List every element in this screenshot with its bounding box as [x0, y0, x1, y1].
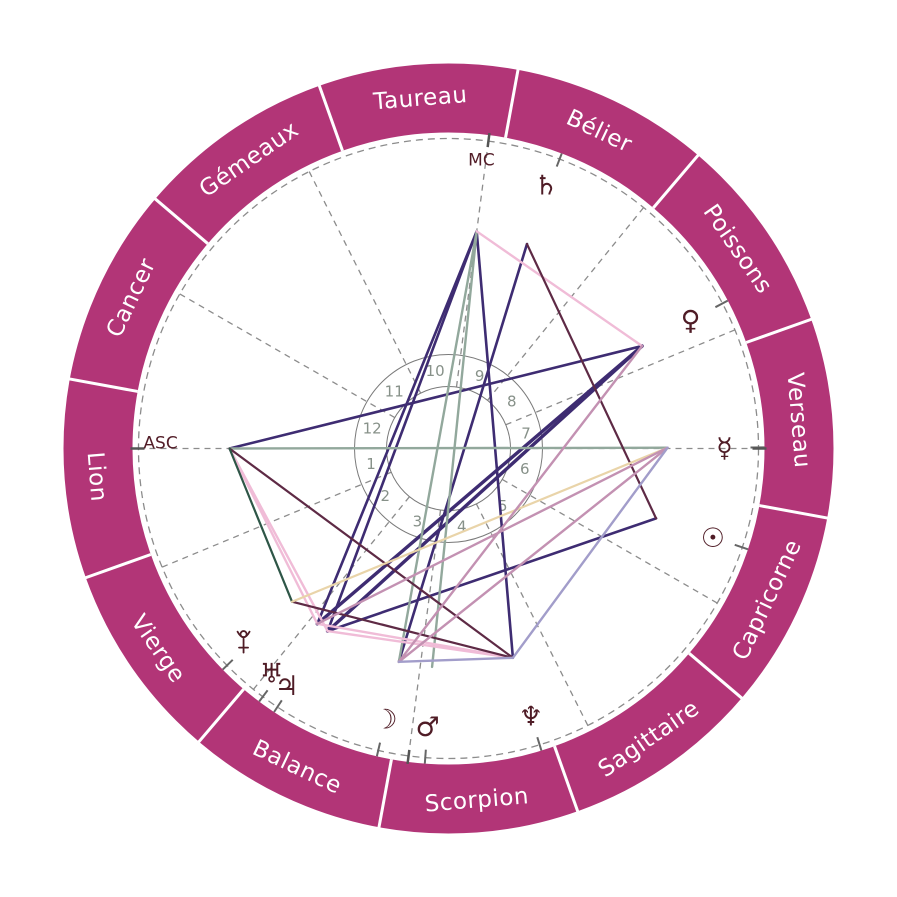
- aspect-venus-uranus: [315, 344, 644, 626]
- aspect-MC-jupiter: [326, 230, 479, 633]
- sign-separator: [504, 68, 520, 138]
- tick-moon: [375, 742, 382, 757]
- planet-sun-icon: ☉: [701, 523, 725, 554]
- planet-venus-icon: ♀: [681, 306, 701, 337]
- sign-separator: [68, 377, 138, 393]
- aspect-mercury-neptune: [511, 446, 669, 660]
- house-number-5: 5: [498, 497, 508, 515]
- aspect-moon-neptune: [397, 656, 515, 664]
- pluto-crescent: [236, 630, 251, 639]
- tick-neptune: [536, 736, 543, 751]
- house-cusp-5: [475, 503, 589, 726]
- tick-sun: [734, 543, 749, 551]
- tick-pluto: [222, 659, 234, 671]
- house-number-6: 6: [520, 460, 530, 478]
- axis-tick-MC: [486, 132, 491, 148]
- aspect-MC-venus: [475, 230, 644, 348]
- sign-separator: [652, 153, 700, 209]
- tick-venus: [714, 299, 729, 309]
- axis-label-ASC: ASC: [143, 433, 177, 453]
- aspect-ASC-neptune: [228, 447, 514, 659]
- house-cusp-8: [505, 329, 736, 426]
- house-cusp-9: [487, 207, 645, 401]
- house-cusp-4: [407, 509, 442, 757]
- house-number-12: 12: [363, 419, 382, 437]
- aspect-MC-moon: [397, 230, 478, 664]
- aspect-ASC-pluto: [228, 447, 294, 603]
- aspect-ASC-uranus: [228, 447, 319, 626]
- house-number-10: 10: [426, 362, 445, 380]
- house-cusp-3: [252, 496, 410, 690]
- tick-jupiter: [273, 699, 283, 713]
- axis-label-MC: MC: [468, 150, 495, 170]
- aspect-venus-jupiter: [325, 344, 644, 633]
- house-cusp-2: [161, 471, 392, 568]
- planet-uranus-icon: ♅: [260, 659, 284, 690]
- house-number-8: 8: [507, 392, 517, 410]
- tick-uranus: [258, 689, 269, 703]
- aspect-ASC-mercury: [228, 446, 669, 450]
- sign-separator: [688, 652, 744, 700]
- house-number-11: 11: [385, 382, 404, 400]
- sign-separator: [317, 84, 344, 152]
- aspect-saturn-moon: [397, 242, 529, 664]
- axis-tick-MC-opposite: [406, 749, 411, 765]
- tick-saturn: [555, 153, 563, 167]
- sign-separator: [759, 504, 829, 520]
- house-number-3: 3: [413, 512, 423, 530]
- tick-mars: [423, 749, 427, 764]
- sign-separator: [553, 745, 580, 813]
- aspect-ASC-venus: [228, 344, 644, 450]
- aspect-MC-uranus: [316, 230, 479, 626]
- aspect-mercury-uranus: [316, 446, 669, 626]
- sign-separator: [377, 759, 393, 829]
- planet-jupiter-icon: ♃: [275, 671, 299, 702]
- aspect-mercury-moon: [397, 446, 669, 664]
- sign-separator: [745, 317, 813, 344]
- planet-mars-icon: ♂: [415, 712, 439, 743]
- planet-mercury-icon: ☿: [716, 433, 733, 464]
- planet-pluto-icon: [236, 630, 251, 654]
- planet-neptune-icon: ♆: [519, 702, 543, 733]
- planet-moon-icon: ☽: [373, 705, 397, 736]
- aspect-MC-neptune: [475, 230, 515, 660]
- aspect-mercury-pluto: [290, 446, 669, 603]
- aspect-saturn-sun: [525, 242, 658, 520]
- zodiac-ring: [63, 63, 834, 834]
- house-cusp-12: [179, 293, 396, 419]
- house-number-2: 2: [380, 487, 390, 505]
- aspect-MC-mars: [430, 230, 478, 669]
- planet-saturn-icon: ♄: [534, 170, 558, 201]
- house-cusp-6: [501, 478, 718, 604]
- sign-label-lion: Lion: [82, 451, 112, 503]
- house-cusp-11: [308, 171, 422, 394]
- house-number-7: 7: [521, 424, 531, 442]
- sign-separator: [153, 197, 209, 245]
- sign-separator: [197, 688, 245, 744]
- house-number-9: 9: [475, 367, 485, 385]
- house-number-4: 4: [457, 518, 467, 536]
- house-number-1: 1: [366, 455, 376, 473]
- aspect-pluto-neptune: [290, 600, 514, 659]
- aspect-venus-moon: [397, 344, 644, 664]
- sign-separator: [84, 553, 152, 580]
